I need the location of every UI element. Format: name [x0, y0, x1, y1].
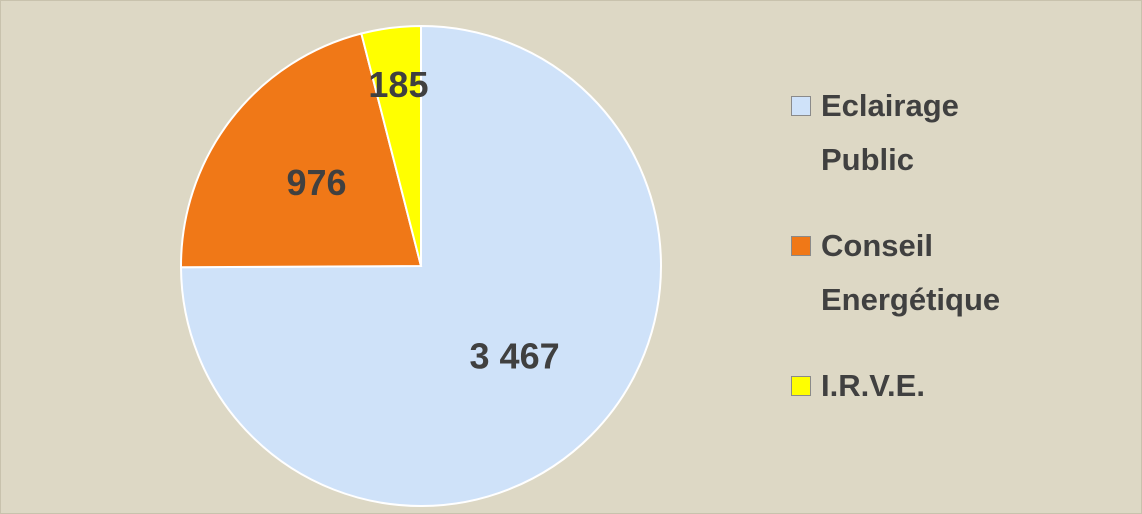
pie-slice — [360, 24, 422, 267]
legend-label: Eclairage Public — [821, 88, 959, 177]
legend-swatch — [791, 236, 811, 256]
legend-label: I.R.V.E. — [821, 368, 925, 403]
pie-slice — [179, 24, 662, 507]
data-label: 185 — [368, 64, 428, 105]
legend-swatch — [791, 96, 811, 116]
data-label: 3 467 — [470, 336, 560, 377]
legend-item: Conseil Energétique — [791, 219, 1051, 327]
legend-item: I.R.V.E. — [791, 359, 1051, 413]
legend-swatch — [791, 376, 811, 396]
legend-label: Conseil Energétique — [821, 228, 1001, 317]
pie-slice — [180, 32, 423, 269]
legend-item: Eclairage Public — [791, 79, 1051, 187]
data-label: 976 — [286, 162, 346, 203]
